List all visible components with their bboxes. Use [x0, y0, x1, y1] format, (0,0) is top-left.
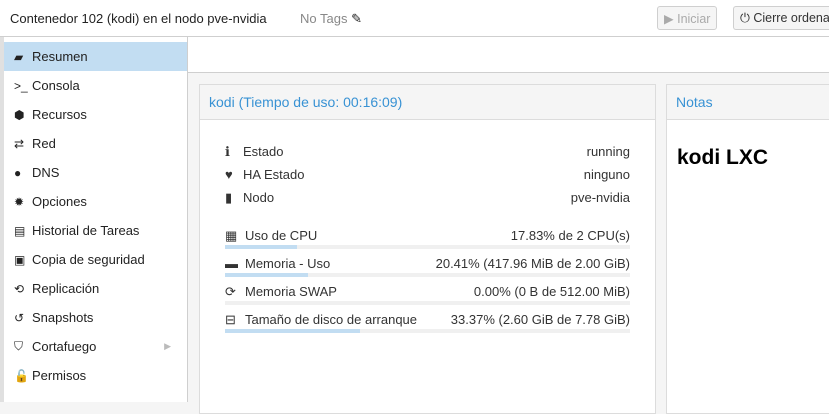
sidebar-item-label: Resumen [32, 49, 88, 64]
usage-label: Memoria SWAP [245, 284, 337, 299]
sidebar-item-cortafuego[interactable]: ⛉ Cortafuego ▶ [4, 332, 187, 361]
sidebar-item-label: Opciones [32, 194, 87, 209]
usage-value: 20.41% (417.96 MiB de 2.00 GiB) [435, 256, 630, 271]
sidebar-item-label: Consola [32, 78, 80, 93]
usage-progress-bar [225, 301, 630, 305]
sidebar-item-label: Snapshots [32, 310, 94, 325]
sidebar-item-dns[interactable]: ● DNS [4, 158, 187, 187]
unlock-icon: 🔓 [14, 368, 29, 383]
info-value: running [586, 144, 630, 159]
sidebar-item-recursos[interactable]: ⬢ Recursos [4, 100, 187, 129]
notes-panel: Notas kodi LXC [666, 84, 829, 414]
sidebar-item-copia-de-seguridad[interactable]: ▣ Copia de seguridad [4, 245, 187, 274]
info-value: pve-nvidia [570, 190, 630, 205]
sidebar-item-label: Historial de Tareas [32, 223, 140, 238]
usage-value: 0.00% (0 B de 512.00 MiB) [473, 284, 630, 299]
usage-label: Tamaño de disco de arranque [245, 312, 418, 327]
hdd-icon: ⊟ [225, 312, 236, 327]
gear-icon: ✹ [14, 194, 25, 209]
sidebar-item-historial-de-tareas[interactable]: ▤ Historial de Tareas [4, 216, 187, 245]
usage-label: Uso de CPU [245, 228, 318, 243]
usage-progress-bar [225, 245, 630, 249]
sidebar-item-label: Cortafuego [32, 339, 97, 354]
sidebar-item-label: Replicación [32, 281, 100, 296]
page-title: Contenedor 102 (kodi) en el nodo pve-nvi… [10, 11, 267, 26]
sidebar-item-replicaci-n[interactable]: ⟲ Replicación [4, 274, 187, 303]
usage-label: Memoria - Uso [245, 256, 331, 271]
server-icon: ▮ [225, 190, 233, 205]
sidebar-item-opciones[interactable]: ✹ Opciones [4, 187, 187, 216]
info-label: Estado [243, 144, 284, 159]
memory-icon: ▬ [225, 256, 238, 271]
exchange-icon: ⇄ [14, 136, 25, 151]
sidebar-item-snapshots[interactable]: ↺ Snapshots [4, 303, 187, 332]
info-label: HA Estado [243, 167, 305, 182]
info-label: Nodo [243, 190, 275, 205]
status-panel-title: kodi (Tiempo de uso: 00:16:09) [200, 85, 655, 120]
expand-arrow-icon[interactable]: ▶ [164, 341, 171, 351]
sidebar-item-label: Copia de seguridad [32, 252, 145, 267]
notes-content[interactable]: kodi LXC [677, 146, 769, 169]
status-panel: kodi (Tiempo de uso: 00:16:09) ℹ Estado ru… [199, 84, 656, 414]
sidebar-item-label: Permisos [32, 368, 87, 383]
start-label: Iniciar [677, 12, 711, 26]
notes-panel-title: Notas [667, 85, 829, 120]
pencil-icon[interactable]: ✎ [347, 11, 362, 26]
header-bar: Contenedor 102 (kodi) en el nodo pve-nvi… [0, 0, 829, 37]
sidebar-item-label: DNS [32, 165, 60, 180]
usage-progress-fill [225, 273, 308, 277]
usage-progress-bar [225, 273, 630, 277]
sidebar-item-label: Recursos [32, 107, 87, 122]
resize-handle[interactable] [0, 37, 4, 402]
start-button[interactable]: ▶ Iniciar [657, 6, 718, 30]
swap-icon: ⟳ [225, 284, 236, 299]
info-value: ninguno [583, 167, 630, 182]
heartbeat-icon: ♥ [225, 167, 233, 182]
sidebar-item-label: Red [32, 136, 56, 151]
play-icon: ▶ [664, 12, 674, 26]
globe-icon: ● [14, 165, 22, 180]
sidebar-item-consola[interactable]: >_ Consola [4, 71, 187, 100]
info-icon: ℹ [225, 144, 230, 159]
history-icon: ↺ [14, 310, 25, 325]
usage-progress-bar [225, 329, 630, 333]
list-icon: ▤ [14, 223, 26, 238]
cpu-icon: ▦ [225, 228, 238, 243]
terminal-icon: >_ [14, 78, 28, 93]
sidebar-item-red[interactable]: ⇄ Red [4, 129, 187, 158]
power-icon: ⏻ [740, 11, 750, 25]
book-icon: ▰ [14, 49, 24, 64]
tags-editor[interactable]: No Tags ✎ [300, 11, 362, 27]
tags-label: No Tags [300, 11, 348, 26]
usage-progress-fill [225, 329, 361, 333]
usage-progress-fill [225, 245, 298, 249]
usage-value: 33.37% (2.60 GiB de 7.78 GiB) [450, 312, 630, 327]
shutdown-label: Cierre ordena [753, 11, 829, 25]
usage-value: 17.83% de 2 CPU(s) [510, 228, 630, 243]
content-toolbar [188, 37, 829, 73]
sidebar-item-resumen[interactable]: ▰ Resumen [4, 42, 187, 71]
retweet-icon: ⟲ [14, 281, 25, 296]
sidebar-item-permisos[interactable]: 🔓 Permisos [4, 361, 187, 390]
floppy-icon: ▣ [14, 252, 26, 267]
shutdown-button[interactable]: ⏻ Cierre ordena [733, 6, 829, 30]
sidebar: ▰ Resumen >_ Consola ⬢ Recursos ⇄ Red ● DNS ✹ Opcio… [4, 37, 188, 402]
cube-icon: ⬢ [14, 107, 25, 122]
shield-icon: ⛉ [14, 339, 24, 353]
